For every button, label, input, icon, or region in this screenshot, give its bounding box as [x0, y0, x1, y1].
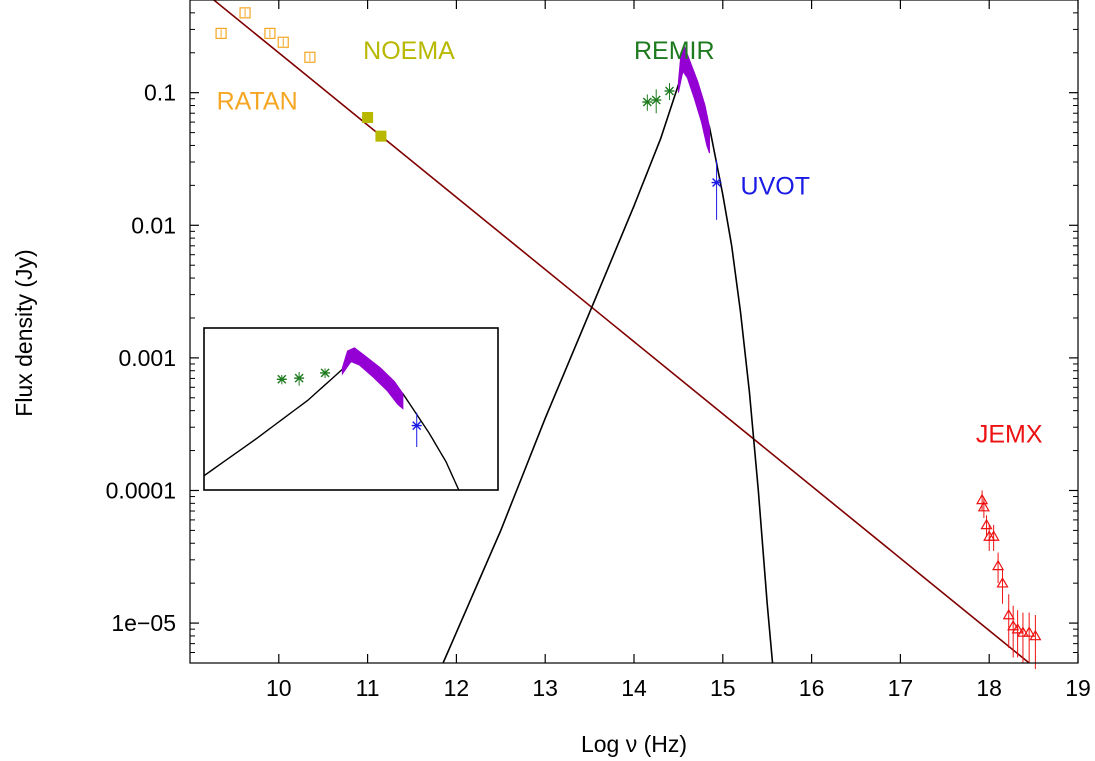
y-tick-label: 1e−05	[111, 610, 176, 636]
jemx-point	[996, 576, 1009, 588]
ratan-point	[264, 27, 276, 39]
uvot-point	[411, 421, 422, 431]
y-tick-label: 0.01	[131, 212, 176, 238]
noema-label: NOEMA	[363, 37, 455, 65]
x-tick-label: 13	[532, 675, 558, 701]
x-tick-label: 10	[266, 675, 292, 701]
ratan-point	[304, 51, 316, 63]
ratan-point-box	[264, 27, 276, 39]
x-tick-label: 14	[621, 675, 647, 701]
noema-point	[375, 130, 387, 142]
jemx-point	[1029, 629, 1042, 641]
axes: 10 11 12 13 14 15 16 17 18 19 1e−05 0.0001 0.001 0.01…	[106, 0, 1091, 701]
jemx-point	[992, 559, 1005, 571]
y-axis-title: Flux density (Jy)	[11, 249, 37, 416]
y-tick-label: 0.001	[118, 345, 176, 371]
inset-purple-bowtie	[341, 347, 404, 410]
x-tick-label: 18	[976, 675, 1002, 701]
ratan-point-box	[215, 27, 227, 39]
ratan-point-box	[277, 36, 289, 48]
jemx-point	[1007, 619, 1020, 631]
inset-panel	[203, 327, 499, 491]
x-tick-label: 17	[888, 675, 914, 701]
uvot-label: UVOT	[741, 173, 810, 201]
jemx-point	[1011, 622, 1024, 634]
data-points	[215, 7, 1042, 670]
ratan-point	[215, 27, 227, 39]
jemx-point	[976, 493, 989, 505]
powerlaw-curve	[212, 0, 1030, 663]
x-tick-label: 16	[799, 675, 825, 701]
jemx-point	[980, 518, 993, 530]
y-tick-label: 0.1	[144, 80, 176, 106]
jemx-point	[1002, 608, 1015, 620]
remir-point	[294, 373, 305, 383]
ratan-point	[239, 7, 251, 19]
x-tick-label: 11	[356, 675, 380, 701]
bowtie-bands	[677, 46, 710, 154]
instrument-labels: RATAN NOEMA REMIR UVOT JEMX	[217, 37, 1043, 449]
remir-point	[276, 374, 287, 384]
remir-point	[642, 97, 653, 107]
ratan-label: RATAN	[217, 87, 298, 115]
remir-point	[664, 86, 675, 96]
jemx-point	[1023, 626, 1036, 637]
ratan-point	[277, 36, 289, 48]
x-axis-title: Log ν (Hz)	[581, 731, 687, 757]
jemx-label: JEMX	[976, 421, 1043, 449]
noema-point	[362, 111, 374, 123]
jemx-point	[1016, 626, 1029, 637]
inset-content	[204, 347, 460, 490]
jemx-point	[977, 500, 990, 512]
ratan-point-box	[304, 51, 316, 63]
uvot-point	[711, 178, 722, 188]
remir-point	[651, 95, 662, 105]
jemx-point	[987, 530, 1000, 541]
remir-label: REMIR	[634, 37, 715, 65]
x-tick-label: 15	[710, 675, 736, 701]
purple-bowtie	[677, 46, 710, 154]
x-tick-label: 12	[444, 675, 470, 701]
ratan-point-box	[239, 7, 251, 19]
x-tick-label: 19	[1065, 675, 1091, 701]
y-tick-label: 0.0001	[106, 477, 176, 503]
remir-point	[320, 368, 331, 378]
